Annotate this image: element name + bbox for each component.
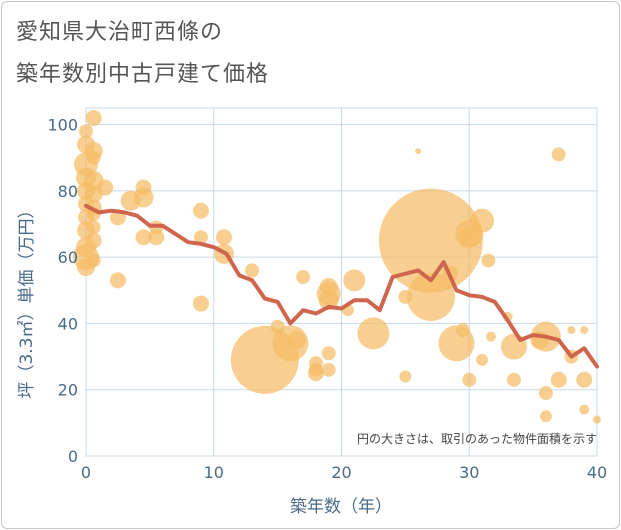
bubble-point <box>481 253 496 268</box>
bubble-point <box>459 227 480 248</box>
y-axis-title: 坪（3.3㎡）単価（万円） <box>17 201 37 398</box>
bubble-point <box>579 404 590 415</box>
bubble-point <box>86 220 101 235</box>
bubble-point <box>538 386 553 401</box>
bubble-point <box>86 150 101 165</box>
bubble-point <box>567 326 576 335</box>
bubble-point <box>215 229 232 246</box>
x-tick-label: 10 <box>204 463 224 482</box>
bubble-point <box>192 295 209 312</box>
bubble-point <box>148 229 165 246</box>
bubble-point <box>133 187 154 208</box>
bubble-point <box>79 124 93 139</box>
bubble-point <box>321 346 336 361</box>
bubble-point <box>85 109 102 126</box>
y-tick-label: 20 <box>58 381 78 400</box>
bubble-point <box>406 272 455 321</box>
x-tick-label: 30 <box>459 463 479 482</box>
bubble-point <box>287 331 306 349</box>
bubble-point <box>135 229 152 246</box>
bubble-point <box>485 331 496 342</box>
y-tick-label: 0 <box>68 447 78 466</box>
bubble-point <box>193 230 208 245</box>
y-tick-label: 60 <box>58 248 78 267</box>
chart-title-line-2: 築年数別中古戸建て価格 <box>16 62 270 87</box>
x-tick-label: 40 <box>587 463 607 482</box>
y-tick-label: 40 <box>58 314 78 333</box>
bubble-layer <box>73 109 601 424</box>
tick-label-layer: 0 10 20 30 40 0 20 40 60 80 100 <box>47 116 607 482</box>
bubble-point <box>462 372 477 387</box>
bubble-point <box>415 148 422 155</box>
bubble-point <box>399 370 412 383</box>
bubble-point <box>109 272 126 289</box>
bubble-point <box>357 317 390 350</box>
trend-line-layer <box>84 203 599 369</box>
bubble-point <box>192 202 209 219</box>
bubble-point <box>476 353 489 366</box>
x-tick-label: 20 <box>331 463 351 482</box>
bubble-point <box>593 415 601 424</box>
bubble-point <box>455 323 470 338</box>
bubble-point <box>321 362 336 377</box>
bubble-point <box>576 371 593 388</box>
bubble-point <box>550 371 567 388</box>
bubble-point <box>470 208 495 233</box>
bubble-point <box>86 253 101 268</box>
bubble-point <box>580 326 589 335</box>
chart-title-line-1: 愛知県大治町西條の <box>16 20 224 45</box>
bubble-point <box>506 372 521 387</box>
bubble-point <box>318 290 339 311</box>
x-tick-label: 0 <box>81 463 91 482</box>
y-tick-label: 100 <box>47 116 78 135</box>
bubble-point <box>378 188 483 293</box>
bubble-point <box>296 270 311 285</box>
bubble-point <box>307 365 324 382</box>
bubble-point <box>551 147 566 162</box>
x-axis-title: 築年数（年） <box>290 497 392 517</box>
bubble-point <box>85 232 102 249</box>
bubble-point <box>97 179 114 196</box>
bubble-point <box>245 263 260 278</box>
grid-layer <box>85 107 598 457</box>
bubble-point <box>539 410 552 423</box>
trend-line <box>84 203 599 369</box>
bubble-size-note: 円の大きさは、取引のあった物件面積を示す <box>357 431 597 446</box>
bubble-point <box>343 269 366 292</box>
y-tick-label: 80 <box>58 182 78 201</box>
